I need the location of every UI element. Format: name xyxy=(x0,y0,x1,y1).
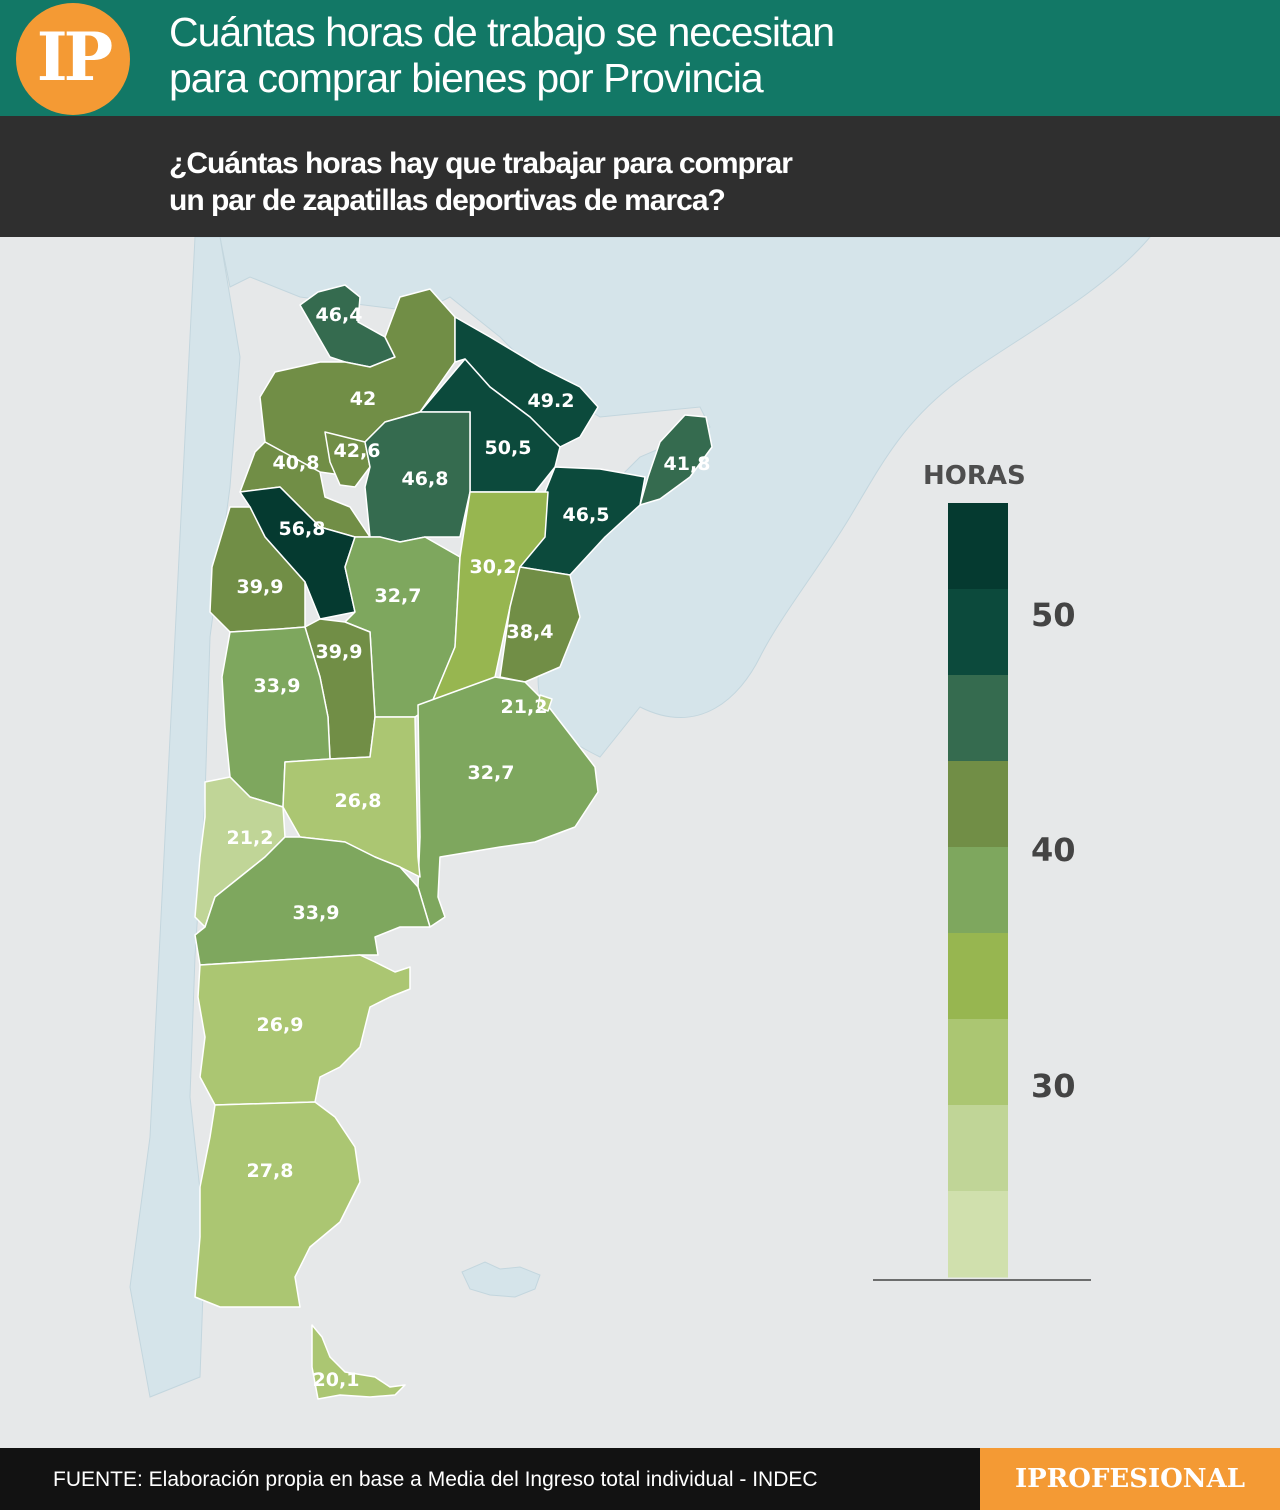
province-formosa[interactable] xyxy=(454,316,599,448)
source-note: FUENTE: Elaboración propia en base a Med… xyxy=(53,1468,818,1491)
islas-malvinas xyxy=(461,1261,541,1298)
ip-logo-text: IP xyxy=(36,18,113,96)
province-caba[interactable] xyxy=(537,694,553,712)
legend-scale xyxy=(948,503,1008,1278)
label-jujuy: 46,4 xyxy=(316,304,363,326)
header-bar: IP Cuántas horas de trabajo se necesitan… xyxy=(0,0,1280,116)
label-buenos-aires: 32,7 xyxy=(468,762,515,784)
label-corrientes: 46,5 xyxy=(563,504,610,526)
legend-band-3 xyxy=(948,675,1008,762)
legend-tick-30: 30 xyxy=(1031,1067,1076,1105)
label-santa-fe: 30,2 xyxy=(470,556,517,578)
legend: HORAS 50 40 30 xyxy=(873,461,1091,1281)
label-neuquen: 21,2 xyxy=(227,827,274,849)
legend-band-2 xyxy=(948,589,1008,676)
province-entre-rios[interactable] xyxy=(499,566,581,683)
map-area: 46,4 42 49.2 40,8 42,6 50,5 46,8 41,8 46,5 56,8 39… xyxy=(0,237,1280,1448)
label-mendoza: 33,9 xyxy=(254,675,301,697)
argentina-map: 46,4 42 49.2 40,8 42,6 50,5 46,8 41,8 46,5 56,8 39… xyxy=(129,237,1151,1400)
label-santa-cruz: 27,8 xyxy=(247,1160,294,1182)
label-tierra-del-fuego: 20,1 xyxy=(313,1369,360,1391)
legend-tick-40: 40 xyxy=(1031,831,1076,869)
legend-band-8 xyxy=(948,1105,1008,1192)
subheader-bar: ¿Cuántas horas hay que trabajar para com… xyxy=(0,116,1280,237)
subtitle-line-2: un par de zapatillas deportivas de marca… xyxy=(169,184,726,217)
page-title: Cuántas horas de trabajo se necesitan pa… xyxy=(169,9,1069,101)
label-san-luis: 39,9 xyxy=(316,641,363,663)
title-line-2: para comprar bienes por Provincia xyxy=(169,55,764,101)
label-la-rioja: 56,8 xyxy=(279,518,326,540)
label-entre-rios: 38,4 xyxy=(507,621,554,643)
page-subtitle: ¿Cuántas horas hay que trabajar para com… xyxy=(169,145,1069,219)
label-san-juan: 39,9 xyxy=(237,576,284,598)
province-misiones[interactable] xyxy=(639,414,713,506)
label-tucuman: 42,6 xyxy=(334,440,381,462)
label-caba: 21,2 xyxy=(501,696,548,718)
label-misiones: 41,8 xyxy=(664,453,711,475)
legend-band-6 xyxy=(948,933,1008,1020)
label-catamarca: 40,8 xyxy=(273,452,320,474)
province-tierra-del-fuego[interactable] xyxy=(311,1324,406,1400)
province-labels: 46,4 42 49.2 40,8 42,6 50,5 46,8 41,8 46,5 56,8 39… xyxy=(227,304,711,1391)
label-rio-negro: 33,9 xyxy=(293,902,340,924)
footer-bar: FUENTE: Elaboración propia en base a Med… xyxy=(0,1448,1280,1510)
province-rio-negro[interactable] xyxy=(194,836,431,966)
legend-tick-50: 50 xyxy=(1031,596,1076,634)
label-chubut: 26,9 xyxy=(257,1014,304,1036)
label-formosa: 49.2 xyxy=(528,390,575,412)
label-salta: 42 xyxy=(350,388,376,410)
label-cordoba: 32,7 xyxy=(375,585,422,607)
subtitle-line-1: ¿Cuántas horas hay que trabajar para com… xyxy=(169,147,793,180)
province-chubut[interactable] xyxy=(197,954,411,1106)
brand-logo: IPROFESIONAL xyxy=(1014,1464,1246,1494)
label-la-pampa: 26,8 xyxy=(335,790,382,812)
ip-logo: IP xyxy=(16,3,130,115)
legend-band-9 xyxy=(948,1191,1008,1278)
legend-band-5 xyxy=(948,847,1008,934)
label-santiago-del-estero: 46,8 xyxy=(402,468,449,490)
legend-title: HORAS xyxy=(923,461,1026,491)
legend-band-1 xyxy=(948,503,1008,590)
legend-band-4 xyxy=(948,761,1008,848)
brand-box[interactable]: IPROFESIONAL xyxy=(980,1448,1280,1510)
legend-band-7 xyxy=(948,1019,1008,1106)
title-line-1: Cuántas horas de trabajo se necesitan xyxy=(169,9,835,55)
province-santa-cruz[interactable] xyxy=(194,1101,361,1308)
label-chaco: 50,5 xyxy=(485,437,532,459)
